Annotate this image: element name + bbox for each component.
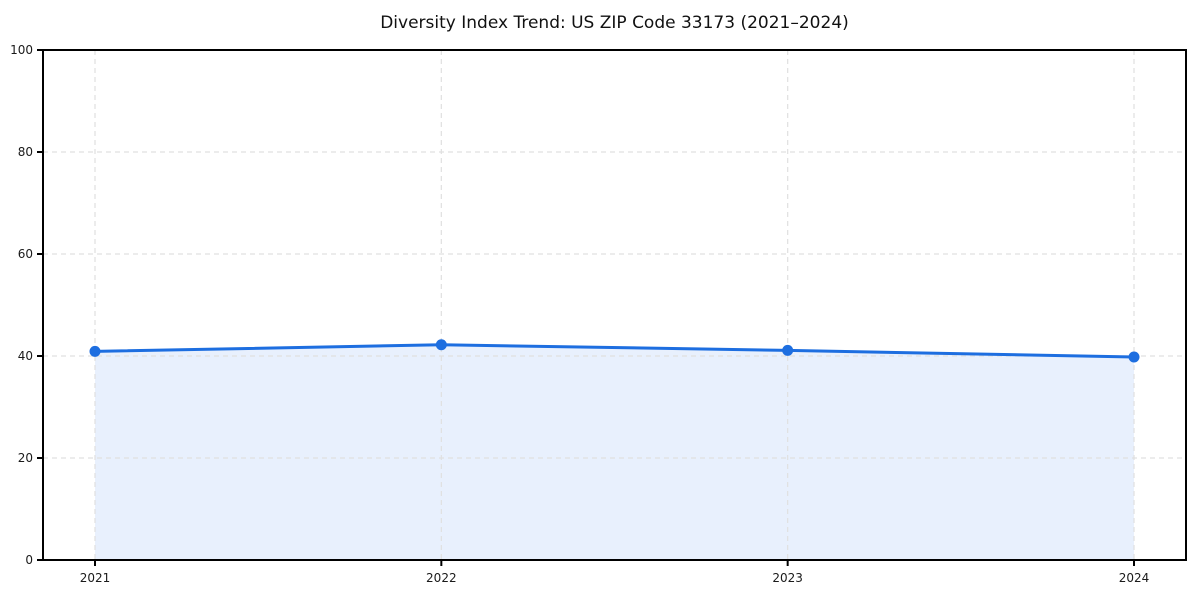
data-point: [435, 339, 447, 351]
chart-title: Diversity Index Trend: US ZIP Code 33173…: [380, 13, 849, 33]
y-tick-label: 80: [18, 145, 33, 159]
area-fill: [95, 344, 1134, 560]
y-tick-label: 20: [18, 451, 33, 465]
x-tick-label: 2022: [426, 571, 457, 585]
y-tick-label: 60: [18, 247, 33, 261]
data-point: [782, 344, 794, 356]
x-tick-label: 2021: [80, 571, 111, 585]
data-point: [89, 345, 101, 357]
x-tick-label: 2024: [1119, 571, 1150, 585]
data-point: [1128, 351, 1140, 363]
y-tick-label: 100: [10, 43, 33, 57]
y-tick-label: 0: [25, 553, 33, 567]
y-tick-label: 40: [18, 349, 33, 363]
plot-border: [42, 49, 1187, 561]
x-tick-label: 2023: [772, 571, 803, 585]
trend-line: [93, 343, 1136, 359]
